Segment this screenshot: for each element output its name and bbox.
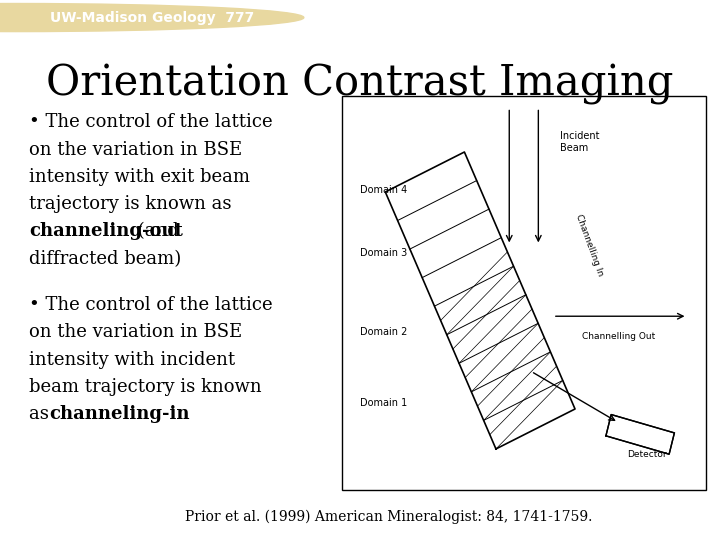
Text: diffracted beam): diffracted beam) bbox=[29, 249, 181, 268]
Text: Orientation Contrast Imaging: Orientation Contrast Imaging bbox=[46, 63, 674, 105]
Text: Channelling In: Channelling In bbox=[574, 213, 605, 278]
Text: Prior et al. (1999) American Mineralogist: 84, 1741-1759.: Prior et al. (1999) American Mineralogis… bbox=[185, 509, 593, 524]
Text: Channelling Out: Channelling Out bbox=[582, 332, 655, 341]
Text: trajectory is known as: trajectory is known as bbox=[29, 195, 231, 213]
Text: intensity with exit beam: intensity with exit beam bbox=[29, 168, 250, 186]
Circle shape bbox=[0, 3, 304, 31]
Text: Detector: Detector bbox=[628, 450, 667, 459]
Text: Domain 2: Domain 2 bbox=[360, 327, 408, 337]
Text: as: as bbox=[29, 405, 55, 423]
Text: • The control of the lattice: • The control of the lattice bbox=[29, 296, 272, 314]
Text: Domain 1: Domain 1 bbox=[360, 398, 408, 408]
Text: channeling-in: channeling-in bbox=[50, 405, 190, 423]
Text: Domain 3: Domain 3 bbox=[360, 248, 408, 258]
Text: intensity with incident: intensity with incident bbox=[29, 350, 235, 369]
Text: UW-Madison Geology  777: UW-Madison Geology 777 bbox=[50, 11, 255, 24]
Text: on the variation in BSE: on the variation in BSE bbox=[29, 140, 242, 159]
Bar bbox=[342, 96, 706, 489]
Text: (and: (and bbox=[132, 222, 179, 240]
Polygon shape bbox=[606, 415, 675, 454]
Text: beam trajectory is known: beam trajectory is known bbox=[29, 378, 261, 396]
Text: Domain 4: Domain 4 bbox=[360, 185, 408, 195]
Text: • The control of the lattice: • The control of the lattice bbox=[29, 113, 272, 131]
Text: channeling-out: channeling-out bbox=[29, 222, 183, 240]
Text: on the variation in BSE: on the variation in BSE bbox=[29, 323, 242, 341]
Text: Incident
Beam: Incident Beam bbox=[560, 131, 600, 153]
